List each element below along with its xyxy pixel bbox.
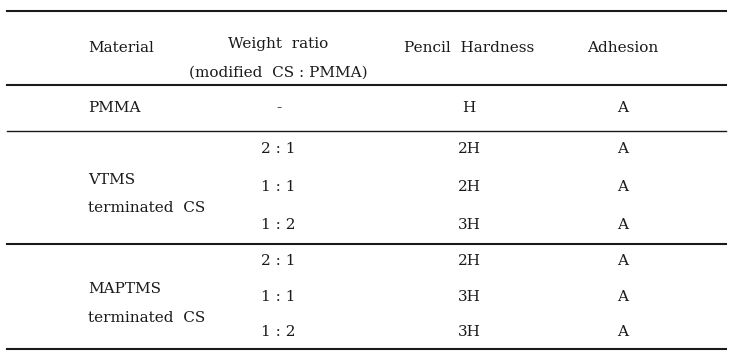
Text: H: H: [463, 101, 476, 115]
Text: Weight  ratio: Weight ratio: [229, 37, 328, 51]
Text: A: A: [617, 180, 629, 194]
Text: 3H: 3H: [457, 289, 481, 304]
Text: 2H: 2H: [457, 143, 481, 156]
Text: Pencil  Hardness: Pencil Hardness: [404, 41, 534, 55]
Text: 3H: 3H: [457, 325, 481, 339]
Text: Adhesion: Adhesion: [587, 41, 659, 55]
Text: PMMA: PMMA: [88, 101, 141, 115]
Text: 2 : 1: 2 : 1: [261, 143, 296, 156]
Text: 1 : 1: 1 : 1: [261, 180, 296, 194]
Text: terminated  CS: terminated CS: [88, 311, 205, 325]
Text: Material: Material: [88, 41, 154, 55]
Text: 2H: 2H: [457, 254, 481, 268]
Text: A: A: [617, 325, 629, 339]
Text: -: -: [276, 101, 281, 115]
Text: terminated  CS: terminated CS: [88, 201, 205, 215]
Text: A: A: [617, 218, 629, 232]
Text: 2H: 2H: [457, 180, 481, 194]
Text: 1 : 1: 1 : 1: [261, 289, 296, 304]
Text: (modified  CS : PMMA): (modified CS : PMMA): [189, 65, 368, 79]
Text: MAPTMS: MAPTMS: [88, 282, 161, 297]
Text: A: A: [617, 143, 629, 156]
Text: VTMS: VTMS: [88, 173, 135, 187]
Text: 1 : 2: 1 : 2: [261, 218, 296, 232]
Text: 3H: 3H: [457, 218, 481, 232]
Text: 2 : 1: 2 : 1: [261, 254, 296, 268]
Text: A: A: [617, 254, 629, 268]
Text: 1 : 2: 1 : 2: [261, 325, 296, 339]
Text: A: A: [617, 101, 629, 115]
Text: A: A: [617, 289, 629, 304]
